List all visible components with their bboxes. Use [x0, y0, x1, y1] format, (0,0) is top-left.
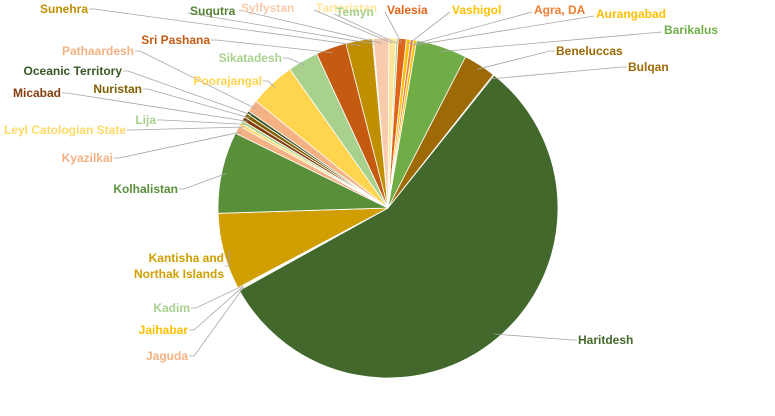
- leader-line-kyazilkai: [114, 131, 242, 159]
- slice-label-lija: Lija: [135, 113, 156, 127]
- slice-label-jaihabar: Jaihabar: [139, 323, 189, 337]
- pie-slice-haritdesh: [238, 74, 559, 379]
- pie-slices: [217, 37, 559, 379]
- slice-label-temyn: Temyn: [336, 5, 374, 19]
- leader-line-nuristan: [143, 88, 250, 119]
- leader-line-temyn: [333, 13, 398, 44]
- leader-line-sylfystan: [238, 9, 382, 44]
- leader-line-valesia: [384, 11, 403, 44]
- leader-line-kadim: [191, 285, 243, 309]
- leader-line-tartaristan: [313, 9, 393, 44]
- leader-line-jaguda: [189, 287, 244, 357]
- slice-label-aurangabad: Aurangabad: [596, 7, 666, 21]
- slice-label-leyl-catologian-state: Leyl Catologian State: [4, 123, 126, 137]
- slice-label-kadim: Kadim: [153, 301, 190, 315]
- leader-lines: [62, 8, 663, 357]
- slice-label-oceanic-territory: Oceanic Territory: [24, 64, 123, 78]
- leader-line-suqutra: [187, 12, 374, 45]
- leader-line-micabad: [62, 92, 248, 122]
- slice-label-nuristan: Nuristan: [93, 82, 142, 96]
- slice-labels: Valesia Vashigol Agra, DA Aurangabad Barikal…: [4, 1, 718, 363]
- slice-label-jaguda: Jaguda: [146, 349, 188, 363]
- pie-slice-temyn: [387, 37, 399, 209]
- slice-label-kolhalistan: Kolhalistan: [113, 182, 178, 196]
- leader-line-sikatadesh: [283, 57, 306, 66]
- slice-label-valesia: Valesia: [387, 3, 428, 17]
- leader-line-kolhalistan: [179, 172, 227, 190]
- slice-label-sikatadesh: Sikatadesh: [219, 51, 282, 65]
- slice-label-sylfystan: Sylfystan: [241, 1, 294, 15]
- leader-line-beneluccas: [477, 50, 555, 70]
- leader-line-poorajangal: [263, 80, 276, 88]
- leader-line-jaihabar: [189, 286, 244, 331]
- slice-label-bulqan: Bulqan: [628, 60, 669, 74]
- slice-label-kantisha-and-northak-islands: Kantisha and Northak Islands: [134, 251, 224, 281]
- leader-line-sunehra: [89, 8, 360, 46]
- slice-label-kyazilkai: Kyazilkai: [62, 151, 113, 165]
- leader-line-agra-da: [411, 11, 533, 46]
- slice-label-barikalus: Barikalus: [664, 23, 718, 37]
- slice-label-beneluccas: Beneluccas: [556, 44, 623, 58]
- leader-line-aurangabad: [414, 15, 595, 46]
- slice-label-micabad: Micabad: [13, 86, 61, 100]
- slice-label-vashigol: Vashigol: [452, 3, 501, 17]
- slice-label-sunehra: Sunehra: [40, 2, 88, 16]
- slice-label-haritdesh: Haritdesh: [578, 333, 633, 347]
- slice-label-sri-pashana: Sri Pashana: [141, 33, 210, 47]
- slice-label-suqutra: Suqutra: [190, 4, 236, 18]
- leader-line-oceanic-territory: [123, 70, 252, 116]
- leader-line-bulqan: [490, 66, 627, 80]
- leader-line-vashigol: [407, 11, 451, 45]
- slice-label-tartaristan: Tartaristan: [316, 1, 377, 15]
- slice-label-pathaardesh: Pathaardesh: [62, 44, 134, 58]
- leader-line-kantisha-and-northak-islands: [225, 250, 231, 267]
- leader-line-haritdesh: [494, 333, 577, 341]
- leader-line-barikalus: [440, 31, 663, 52]
- slice-label-agra-da: Agra, DA: [534, 3, 586, 17]
- leader-line-leyl-catologian-state: [127, 126, 245, 131]
- slice-label-poorajangal: Poorajangal: [193, 74, 262, 88]
- leader-line-lija: [157, 119, 246, 125]
- leader-line-pathaardesh: [135, 50, 257, 110]
- leader-line-sri-pashana: [211, 39, 333, 53]
